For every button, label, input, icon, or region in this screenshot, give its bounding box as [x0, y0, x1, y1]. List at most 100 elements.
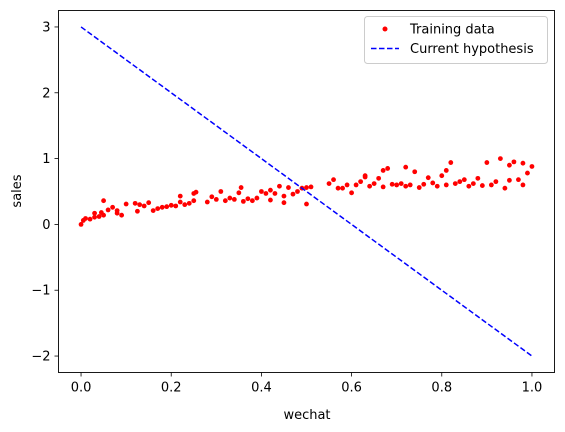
data-point-66: [344, 182, 350, 188]
data-point-72: [367, 183, 373, 189]
data-point-108: [511, 159, 517, 165]
data-point-112: [525, 170, 530, 176]
x-tick-label: 0.4: [251, 381, 272, 396]
data-point-42: [238, 185, 244, 190]
data-point-40: [231, 197, 237, 202]
legend: Training data Current hypothesis: [364, 16, 548, 64]
data-point-84: [412, 169, 418, 175]
data-point-16: [132, 200, 138, 206]
data-point-95: [457, 179, 463, 185]
data-point-92: [443, 182, 449, 188]
data-point-44: [245, 196, 251, 202]
data-point-14: [119, 212, 125, 218]
data-point-30: [186, 200, 192, 206]
y-tick-label: 3: [42, 20, 50, 35]
data-point-94: [452, 181, 458, 187]
data-point-107: [507, 177, 512, 183]
data-point-21: [150, 208, 156, 213]
data-point-29: [182, 202, 188, 208]
data-point-2: [83, 216, 88, 221]
data-point-76: [380, 184, 386, 190]
data-point-96: [461, 177, 467, 183]
plot-frame: [58, 10, 555, 373]
data-point-37: [218, 189, 224, 194]
data-point-51: [272, 191, 278, 196]
x-axis-ticks: 0.0 0.2 0.4 0.6 0.8 1.0: [71, 372, 543, 396]
data-point-25: [168, 202, 174, 208]
data-point-34: [204, 199, 210, 205]
data-point-47: [259, 189, 264, 194]
data-point-71: [362, 173, 368, 179]
data-point-61: [308, 184, 314, 190]
x-tick-label: 0.0: [71, 381, 92, 396]
x-tick-label: 0.2: [161, 381, 182, 396]
data-point-31: [191, 198, 197, 204]
data-point-8: [101, 198, 106, 204]
data-point-85: [416, 185, 422, 190]
data-point-65: [340, 185, 345, 191]
legend-label-training-data: Training data: [409, 23, 495, 38]
data-point-62: [326, 181, 332, 187]
data-point-19: [141, 203, 147, 209]
data-point-0: [78, 222, 84, 227]
data-point-79: [394, 182, 400, 188]
data-point-52: [277, 183, 282, 189]
data-point-99: [475, 175, 481, 181]
data-point-38: [222, 198, 228, 204]
data-point-4: [92, 210, 97, 216]
data-point-33: [193, 189, 199, 195]
data-point-64: [335, 185, 341, 191]
data-point-98: [470, 181, 476, 187]
data-point-41: [236, 190, 242, 196]
legend-label-current-hypothesis: Current hypothesis: [410, 42, 534, 57]
y-tick-label: −1: [31, 284, 50, 299]
data-point-73: [371, 181, 377, 187]
data-point-109: [516, 177, 521, 183]
data-point-91: [443, 168, 449, 173]
data-point-83: [407, 182, 413, 188]
data-point-18: [137, 202, 143, 208]
data-point-81: [403, 164, 409, 170]
data-point-50: [268, 187, 273, 193]
data-point-24: [164, 204, 170, 210]
data-point-45: [249, 198, 255, 204]
data-point-35: [209, 194, 215, 200]
data-point-17: [135, 208, 140, 214]
data-point-63: [331, 177, 336, 183]
data-point-59: [304, 201, 309, 207]
data-point-13: [114, 208, 120, 213]
x-axis-label: wechat: [283, 408, 330, 423]
data-point-75: [380, 168, 386, 173]
data-point-6: [96, 214, 102, 219]
x-tick-label: 1.0: [522, 381, 543, 396]
data-point-3: [87, 216, 93, 222]
y-tick-label: 2: [42, 86, 50, 101]
data-point-77: [385, 166, 391, 171]
data-point-103: [493, 179, 499, 185]
data-point-60: [304, 185, 309, 190]
data-point-105: [502, 185, 508, 191]
data-point-86: [421, 181, 427, 187]
data-point-82: [403, 183, 409, 189]
data-point-39: [227, 195, 233, 201]
data-point-104: [497, 156, 503, 161]
data-point-78: [389, 181, 395, 187]
data-point-11: [110, 204, 116, 210]
y-axis-ticks: −2 −1 0 1 2 3: [31, 20, 59, 365]
data-point-101: [484, 160, 490, 165]
data-point-69: [358, 179, 364, 185]
data-point-113: [529, 164, 535, 169]
data-point-55: [286, 185, 291, 190]
data-point-22: [155, 206, 161, 212]
data-point-87: [425, 175, 431, 181]
data-point-26: [173, 203, 179, 209]
data-point-80: [398, 181, 404, 187]
data-point-100: [479, 183, 485, 188]
data-point-56: [290, 191, 296, 197]
data-point-5: [92, 214, 97, 220]
data-point-15: [123, 201, 129, 207]
data-point-110: [520, 160, 526, 166]
data-point-89: [434, 183, 440, 189]
